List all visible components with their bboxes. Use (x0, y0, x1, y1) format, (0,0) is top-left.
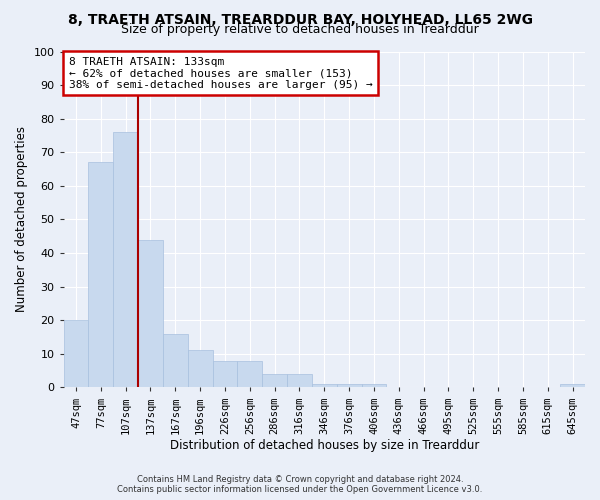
Bar (362, 384, 386, 388)
Y-axis label: Number of detached properties: Number of detached properties (15, 126, 28, 312)
Bar (262, 374, 287, 388)
Bar (312, 384, 337, 388)
Bar (113, 132, 138, 388)
Bar (287, 374, 312, 388)
Bar (88, 162, 113, 388)
Bar (188, 350, 212, 388)
Bar (238, 360, 262, 388)
Bar (163, 334, 188, 388)
Bar (212, 360, 238, 388)
Text: Contains HM Land Registry data © Crown copyright and database right 2024.
Contai: Contains HM Land Registry data © Crown c… (118, 474, 482, 494)
X-axis label: Distribution of detached houses by size in Trearddur: Distribution of detached houses by size … (170, 440, 479, 452)
Text: 8, TRAETH ATSAIN, TREARDDUR BAY, HOLYHEAD, LL65 2WG: 8, TRAETH ATSAIN, TREARDDUR BAY, HOLYHEA… (67, 12, 533, 26)
Bar (64, 320, 88, 388)
Bar (560, 384, 585, 388)
Text: 8 TRAETH ATSAIN: 133sqm
← 62% of detached houses are smaller (153)
38% of semi-d: 8 TRAETH ATSAIN: 133sqm ← 62% of detache… (69, 56, 373, 90)
Bar (138, 240, 163, 388)
Bar (337, 384, 362, 388)
Text: Size of property relative to detached houses in Trearddur: Size of property relative to detached ho… (121, 22, 479, 36)
